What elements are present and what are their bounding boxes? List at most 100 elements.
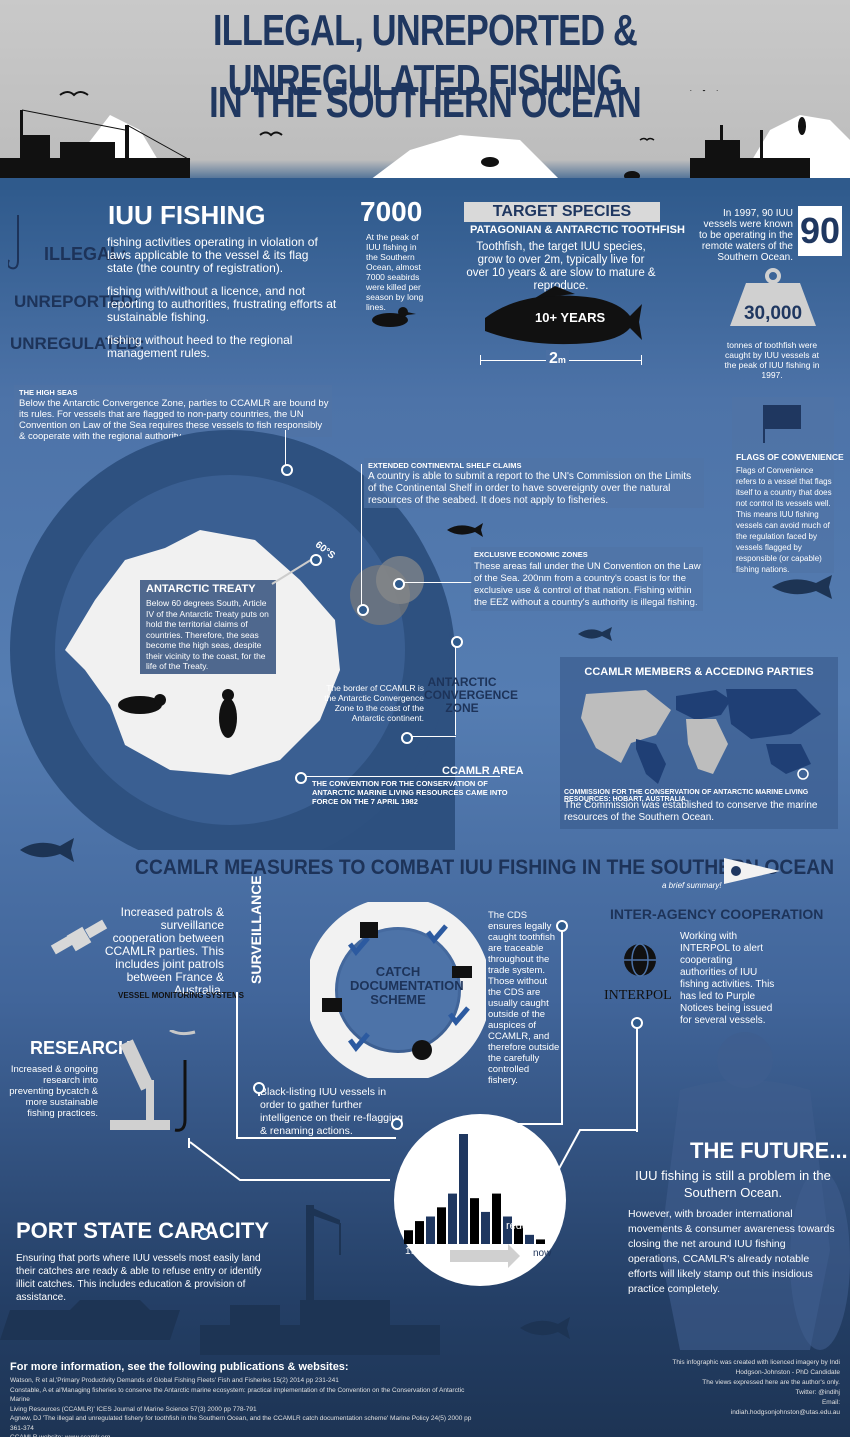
fisherman-silhouette [660,1032,850,1350]
ccamlr-border-text: The border of CCAMLR is the Antarctic Co… [324,683,424,723]
high-seas-panel [14,385,332,437]
unreported-label: UNREPORTED: [14,292,139,311]
title-line-2: IN THE SOUTHERN OCEAN [209,78,641,127]
satellite-icon [50,919,108,955]
high-seas-text: Below the Antarctic Convergence Zone, pa… [19,398,329,442]
bird-icon [639,137,655,142]
zone-label-line-1: ANTARCTIC [427,675,497,689]
length-label: 2m [546,350,569,368]
reference-item: Living Resources (CCAMLR)' ICES Journal … [10,1405,257,1413]
footer-credit: This infographic was created with licenc… [640,1358,840,1418]
checkmark-icon [426,924,448,944]
seabird-count: 7000 [360,196,423,227]
bird-icon [259,131,283,137]
title-line-1: ILLEGAL, UNREPORTED & UNREGULATED FISHIN… [212,6,638,105]
microscope-icon [110,1030,196,1132]
catch-bar [415,1221,424,1244]
ccamlr-area-label: CCAMLR AREA [442,765,524,777]
albatross-icon [59,91,89,97]
checkmark-icon [448,1006,470,1026]
catches-start-label: 1992 [405,1246,428,1257]
measures-heading: CCAMLR MEASURES TO COMBAT IUU FISHING IN… [135,856,835,879]
port-heading: PORT STATE CAPACITY [16,1218,269,1243]
surveillance-text: Increased patrols & surveillance coopera… [104,905,224,997]
container-icon [360,922,378,938]
catch-bar [525,1234,534,1244]
vessels-number-box [798,206,842,256]
blacklist-text: Black-listing IUU vessels in order to ga… [260,1086,404,1137]
treaty-panel [140,580,276,674]
unregulated-text: fishing without heed to the regional man… [107,333,293,360]
ship-icon [0,1300,180,1340]
treaty-heading: ANTARCTIC TREATY [146,583,256,595]
ccamlr-flag-icon [724,858,780,884]
cds-label-line-1: CATCH [375,964,421,979]
fish-icon [772,575,832,599]
fish-hook-icon [174,1060,187,1132]
catch-bar [448,1193,457,1244]
shelf-heading: EXTENDED CONTINENTAL SHELF CLAIMS [368,461,522,470]
illegal-text: fishing activities operating in violatio… [107,235,318,275]
fishing-ship-icon [0,109,191,178]
fish-icon [20,838,74,862]
email-link[interactable]: indiah.hodgsonjohnston@utas.edu.au [730,1409,840,1416]
ship-icon [322,998,342,1012]
reference-item[interactable]: CCAMLR website: www.ccamlr.org [10,1433,480,1437]
cds-label-line-3: SCHEME [370,992,426,1007]
fish-icon [578,627,612,641]
arrow-icon [450,1244,520,1268]
flags-heading: FLAGS OF CONVENIENCE [736,452,844,462]
catch-documentation-ring [310,902,486,1078]
bird-icon [481,157,499,167]
catch-bar [481,1211,490,1244]
target-species-subheading: PATAGONIAN & ANTARCTIC TOOTHFISH [470,224,685,236]
catch-bar [503,1216,512,1244]
future-heading: THE FUTURE... [690,1138,848,1163]
cds-text: The CDS ensures legally caught toothfish… [488,910,560,1086]
albatross-icon [169,1030,196,1036]
checkmark-icon [348,936,370,956]
fish-hook-icon [8,215,19,270]
cds-label: CATCH DOCUMENTATION SCHEME [350,964,464,1007]
eez-text: These areas fall under the UN Convention… [474,561,701,608]
world-map [581,689,821,784]
credit-line: The views expressed here are the author'… [702,1379,840,1386]
eez-panel [471,547,703,611]
members-heading: CCAMLR MEMBERS & ACCEDING PARTIES [584,666,814,678]
checkmark-icon [348,1032,370,1052]
emperor-penguin-icon [219,689,237,738]
crane-icon [306,1205,314,1305]
catch-chart-circle [394,1114,566,1286]
treaty-text: Below 60 degrees South, Article IV of th… [146,598,269,671]
reference-item: Agnew, DJ 'The illegal and unregulated f… [10,1415,472,1432]
zone-label-line-2: CONVERGENCE [424,688,519,702]
members-caption: COMMISSION FOR THE CONSERVATION OF ANTAR… [564,789,809,803]
cds-label-line-2: DOCUMENTATION [350,978,464,993]
unregulated-label: UNREGULATED: [10,334,145,353]
age-label: 10+ YEARS [535,310,606,325]
target-species-heading: TARGET SPECIES [492,203,632,220]
toothfish-icon [485,286,642,345]
catches-label: IUU catches dramatically reduced [506,1194,566,1232]
basket-icon [452,966,472,978]
seabird-text: At the peak of IUU fishing in the Southe… [366,232,424,312]
catch-bar [437,1207,446,1244]
catches-end-label: now [533,1248,552,1259]
seabird-icon [372,307,416,327]
illegal-label: ILLEGAL: [44,244,127,264]
weight-icon [730,268,816,326]
fish-icon [520,1317,570,1339]
catch-bar [536,1239,545,1244]
vms-label: VESSEL MONITORING SYSTEMS [118,991,244,1000]
iuu-heading: IUU FISHING [108,200,266,230]
horizon-illustration [0,90,850,190]
port-text: Ensuring that ports where IUU vessels mo… [16,1253,262,1303]
twitter-link[interactable]: Twitter: @indihj [795,1389,840,1396]
interpol-logo-text: INTERPOL [604,988,672,1003]
penguin-icon [798,117,806,135]
flags-text: Flags of Convenience refers to a vessel … [736,466,832,574]
weight-number: 30,000 [743,303,803,324]
port-illustration [0,1205,440,1355]
catch-bar [492,1193,501,1244]
plate-icon [412,1040,432,1060]
